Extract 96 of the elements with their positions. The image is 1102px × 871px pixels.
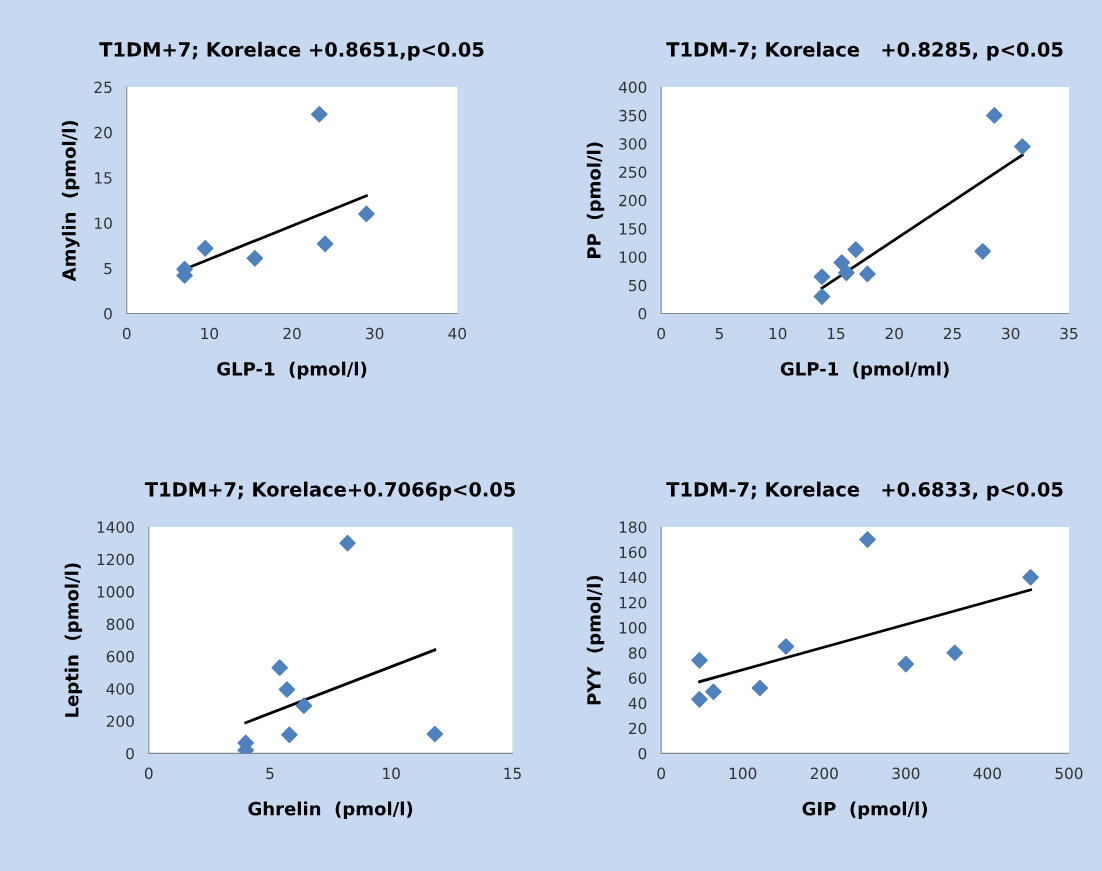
y-tick-label: 80: [628, 647, 647, 659]
y-axis-title: Leptin (pmol/l): [64, 563, 83, 717]
point: [316, 235, 334, 253]
point: [278, 681, 296, 698]
y-tick-label: 0: [638, 747, 647, 760]
point: [691, 691, 708, 708]
y-tick-label: 150: [619, 223, 647, 235]
y-tick-label: 400: [106, 683, 134, 695]
point: [426, 725, 444, 743]
y-tick-label: 400: [618, 81, 647, 94]
y-tick-label: 50: [629, 279, 647, 292]
x-tick-label: 15: [504, 767, 521, 780]
point: [859, 531, 876, 548]
y-tick-label: 350: [619, 109, 647, 122]
x-tick-label: 5: [715, 327, 723, 340]
y-tick-label: 1200: [97, 553, 134, 566]
y-tick-label: 20: [628, 722, 647, 735]
y-tick-label: 300: [619, 138, 647, 150]
point: [295, 697, 313, 714]
x-tick-label: 30: [366, 327, 384, 340]
x-tick-label: 10: [383, 767, 400, 780]
point: [897, 655, 915, 673]
x-tick-label: 10: [769, 327, 787, 340]
point: [859, 265, 876, 283]
point: [246, 250, 264, 267]
x-tick-label: 0: [657, 327, 666, 340]
y-tick-label: 180: [619, 521, 647, 533]
point: [1014, 138, 1031, 155]
point: [946, 644, 964, 662]
y-tick-label: 100: [619, 622, 647, 634]
point: [838, 264, 855, 282]
point: [813, 288, 831, 305]
y-tick-label: 1000: [97, 586, 134, 598]
x-tick-label: 25: [943, 327, 961, 340]
y-tick-label: 200: [619, 194, 647, 207]
y-tick-label: 40: [628, 697, 647, 710]
y-tick-label: 0: [638, 308, 647, 320]
x-tick-label: 5: [266, 767, 274, 780]
point: [196, 240, 214, 257]
y-tick-label: 20: [94, 126, 112, 139]
point: [974, 242, 992, 260]
x-tick-label: 200: [810, 767, 838, 780]
point: [813, 268, 831, 286]
x-tick-label: 40: [448, 327, 467, 340]
y-tick-label: 800: [106, 618, 134, 631]
y-tick-label: 10: [95, 217, 112, 229]
y-tick-label: 120: [619, 596, 647, 609]
x-tick-label: 400: [973, 767, 1001, 780]
y-axis-title: PP (pmol/l): [586, 142, 605, 258]
point: [847, 241, 865, 258]
point: [777, 638, 795, 655]
point: [271, 659, 288, 676]
y-tick-label: 250: [619, 166, 647, 179]
x-axis-title: Ghrelin (pmol/l): [248, 801, 413, 820]
chart-title: T1DM-7; Korelace +0.6833, p<0.05: [666, 481, 1063, 501]
y-axis-title: Amylin (pmol/l): [61, 120, 80, 282]
y-tick-label: 600: [106, 650, 134, 663]
x-axis-title: GIP (pmol/l): [802, 801, 927, 820]
x-tick-label: 10: [201, 327, 219, 340]
x-tick-label: 35: [1060, 327, 1078, 340]
point: [705, 683, 722, 701]
y-tick-label: 0: [104, 308, 112, 320]
point: [751, 679, 769, 697]
point: [358, 205, 375, 223]
x-axis-title: GLP-1 (pmol/l): [217, 361, 367, 380]
x-tick-label: 30: [1002, 327, 1020, 340]
x-tick-label: 100: [729, 767, 757, 780]
y-tick-label: 200: [106, 715, 134, 728]
x-tick-label: 15: [827, 327, 845, 340]
point: [1022, 568, 1039, 586]
point: [833, 254, 851, 271]
x-tick-label: 0: [144, 767, 153, 780]
y-tick-label: 15: [95, 172, 112, 184]
y-tick-label: 60: [628, 672, 647, 684]
y-tick-label: 5: [104, 262, 112, 275]
y-tick-label: 25: [94, 81, 112, 94]
x-tick-label: 300: [892, 767, 920, 780]
chart-title: T1DM+7; Korelace+0.7066p<0.05: [144, 481, 515, 501]
x-tick-label: 20: [283, 327, 301, 340]
y-axis-title: PYY (pmol/l): [586, 575, 605, 705]
x-axis-title: GLP-1 (pmol/ml): [780, 361, 949, 380]
point: [311, 105, 328, 123]
y-tick-label: 160: [619, 546, 647, 559]
chart-title: T1DM+7; Korelace +0.8651,p<0.05: [99, 41, 484, 61]
point: [339, 534, 356, 552]
y-tick-label: 140: [619, 571, 647, 584]
y-tick-label: 100: [619, 251, 647, 263]
point: [281, 726, 298, 744]
x-tick-label: 0: [657, 767, 666, 780]
chart-title: T1DM-7; Korelace +0.8285, p<0.05: [666, 41, 1063, 61]
x-tick-label: 20: [885, 327, 903, 340]
x-tick-label: 500: [1055, 767, 1083, 780]
point: [986, 107, 1003, 124]
point: [691, 652, 708, 669]
y-tick-label: 0: [126, 747, 134, 760]
y-tick-label: 1400: [97, 521, 134, 533]
